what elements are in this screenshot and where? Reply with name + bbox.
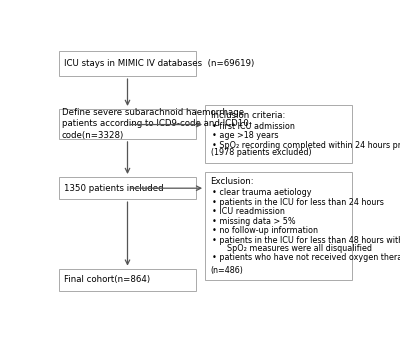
Text: • age >18 years: • age >18 years (212, 131, 279, 140)
Text: • no follow-up information: • no follow-up information (212, 226, 318, 235)
Text: 1350 patients included: 1350 patients included (64, 184, 164, 192)
Text: • missing data > 5%: • missing data > 5% (212, 217, 296, 226)
Text: Final cohort(n=864): Final cohort(n=864) (64, 275, 150, 284)
Text: Exclusion:: Exclusion: (210, 177, 254, 186)
Text: • patients who have not received oxygen therapy: • patients who have not received oxygen … (212, 253, 400, 262)
Bar (59, 109, 196, 139)
Text: (n=486): (n=486) (210, 266, 244, 275)
Text: • patients in the ICU for less than 24 hours: • patients in the ICU for less than 24 h… (212, 198, 384, 207)
Bar (205, 105, 352, 163)
Bar (205, 172, 352, 280)
Text: SpO₂ measures were all disqualified: SpO₂ measures were all disqualified (218, 243, 372, 253)
Text: • ICU readmission: • ICU readmission (212, 207, 285, 216)
Text: Define severe subarachnoid haemorrhage
patients according to ICD9-code and ICD10: Define severe subarachnoid haemorrhage p… (62, 108, 252, 140)
Text: • SpO₂ recording completed within 24 hours prior to admission: • SpO₂ recording completed within 24 hou… (212, 140, 400, 150)
Text: (1978 patients excluded): (1978 patients excluded) (210, 148, 311, 157)
Text: Inclusion criteria:: Inclusion criteria: (210, 111, 285, 120)
Text: ICU stays in MIMIC IV databases  (n=69619): ICU stays in MIMIC IV databases (n=69619… (64, 59, 254, 68)
Text: • clear trauma aetiology: • clear trauma aetiology (212, 188, 312, 198)
Bar (59, 51, 196, 76)
Bar (59, 269, 196, 291)
Text: • first ICU admission: • first ICU admission (212, 122, 295, 131)
Text: • patients in the ICU for less than 48 hours with fewer than 24: • patients in the ICU for less than 48 h… (212, 236, 400, 244)
Bar (59, 177, 196, 199)
